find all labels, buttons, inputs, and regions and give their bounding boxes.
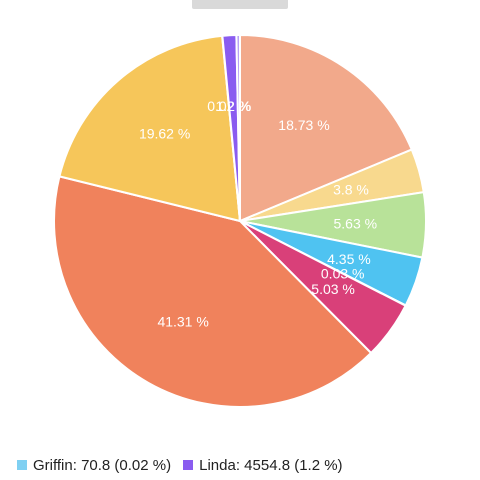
slice-label-6: 41.31 % — [157, 313, 208, 329]
slice-label-2: 5.63 % — [333, 215, 377, 231]
slice-label-1: 3.8 % — [333, 182, 369, 198]
slice-label-4: 0.03 % — [321, 265, 365, 281]
slice-label-3: 4.35 % — [327, 251, 371, 267]
legend-swatch-linda — [183, 460, 194, 470]
pie-slice-7[interactable] — [58, 34, 242, 223]
pie-slice-6[interactable] — [53, 175, 373, 408]
legend-swatch-griffin — [17, 460, 27, 470]
slice-label-0: 18.73 % — [278, 117, 329, 133]
slice-label-5: 5.03 % — [311, 281, 355, 297]
pie-slice-10[interactable] — [235, 33, 241, 222]
legend-item-linda[interactable]: Linda: 4554.8 (1.2 %) — [183, 456, 343, 474]
legend-label-linda: Linda: 4554.8 (1.2 %) — [199, 456, 343, 474]
slice-label-9: 1.2 % — [216, 98, 252, 114]
scroll-indicator — [192, 0, 288, 9]
legend: Griffin: 70.8 (0.02 %) Linda: 4554.8 (1.… — [17, 456, 355, 474]
slice-label-7: 19.62 % — [139, 126, 190, 142]
legend-label-griffin: Griffin: 70.8 (0.02 %) — [33, 456, 172, 474]
pie-slice-0[interactable] — [239, 33, 414, 223]
legend-item-griffin[interactable]: Griffin: 70.8 (0.02 %) — [17, 457, 171, 474]
slice-label-8: 0.02 % — [207, 98, 251, 114]
